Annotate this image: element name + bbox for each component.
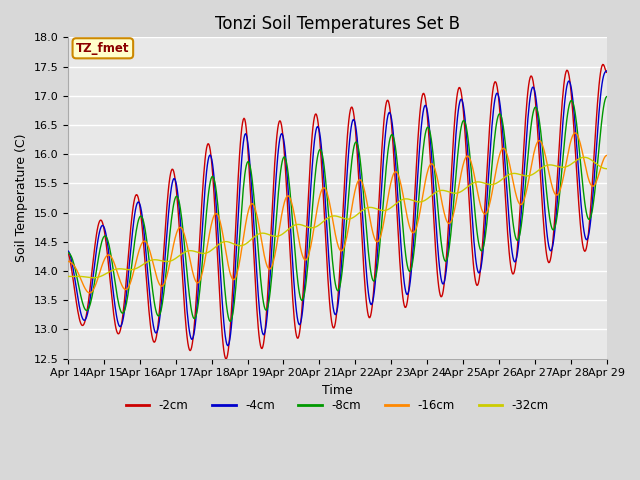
-8cm [129,251,137,256]
-2cm [222,356,230,362]
-2cm [74,308,82,314]
-16cm [74,269,82,275]
-8cm [603,94,611,99]
-2cm [184,340,192,346]
-32cm [403,196,411,202]
-32cm [419,198,427,204]
Line: -32cm: -32cm [68,157,607,278]
-32cm [90,275,97,281]
-4cm [224,343,232,348]
Line: -4cm: -4cm [68,71,607,346]
-32cm [130,266,138,272]
-2cm [403,299,411,305]
-16cm [213,211,221,217]
Legend: -2cm, -4cm, -8cm, -16cm, -32cm: -2cm, -4cm, -8cm, -16cm, -32cm [121,395,554,417]
-4cm [74,295,82,300]
-8cm [74,278,82,284]
-4cm [64,248,72,254]
Line: -2cm: -2cm [68,64,607,359]
-2cm [603,70,611,75]
-16cm [185,250,193,256]
-32cm [74,274,82,279]
-8cm [227,318,234,324]
-32cm [64,274,72,279]
-2cm [419,91,427,96]
-8cm [212,189,220,194]
-8cm [403,263,411,268]
-32cm [213,243,221,249]
-32cm [580,155,588,160]
-8cm [419,148,427,154]
Y-axis label: Soil Temperature (C): Soil Temperature (C) [15,134,28,262]
-4cm [403,292,411,298]
-8cm [184,278,192,284]
-4cm [419,109,427,115]
-16cm [419,192,427,197]
-32cm [603,166,611,172]
-16cm [86,290,93,296]
Text: TZ_fmet: TZ_fmet [76,42,130,55]
-16cm [64,259,72,264]
Line: -16cm: -16cm [68,133,607,293]
-32cm [185,248,193,254]
-8cm [64,250,72,255]
-2cm [64,251,72,256]
-16cm [603,153,611,158]
-16cm [130,267,138,273]
-4cm [184,316,192,322]
Line: -8cm: -8cm [68,96,607,321]
-2cm [599,61,607,67]
-2cm [212,231,220,237]
Title: Tonzi Soil Temperatures Set B: Tonzi Soil Temperatures Set B [215,15,460,33]
X-axis label: Time: Time [322,384,353,397]
-4cm [212,204,220,210]
-16cm [572,130,579,136]
-4cm [603,68,611,74]
-4cm [129,223,137,229]
-16cm [403,215,411,220]
-2cm [129,204,137,209]
